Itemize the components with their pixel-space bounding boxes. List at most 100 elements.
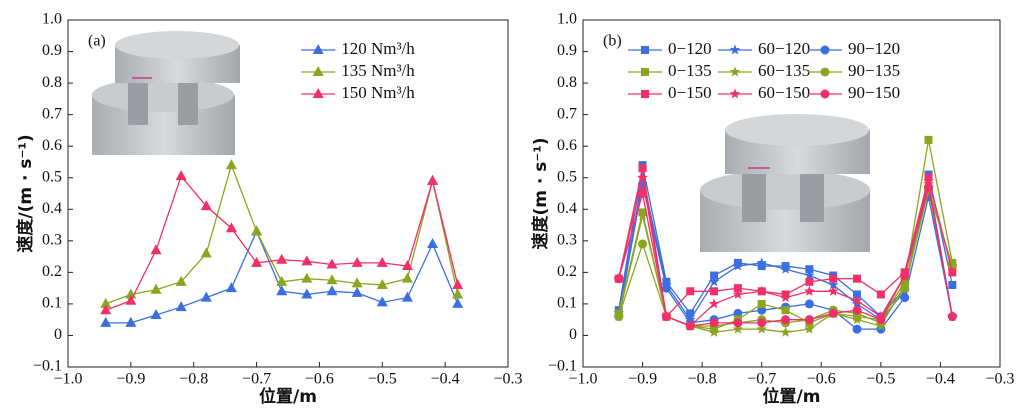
marker [948,268,956,276]
marker [313,66,324,76]
y-tick-label: 0 [569,326,577,343]
x-tick-label: −0.3 [985,371,1014,388]
marker [710,318,719,327]
y-tick-label: 0.3 [42,231,62,248]
marker [686,321,695,330]
y-tick-label: 0.8 [557,74,577,91]
marker [686,287,694,295]
marker [402,273,413,283]
marker [853,275,861,283]
marker [925,136,933,144]
marker [662,312,671,321]
marker [226,282,237,292]
marker [758,300,766,308]
y-tick-label: 0.2 [42,263,62,280]
y-axis-title: 速度/(m · s⁻¹) [15,134,36,252]
marker [782,306,790,314]
x-tick-label: −0.4 [926,371,955,388]
x-tick-label: −0.7 [242,371,271,388]
legend-label: 90−150 [848,83,900,102]
marker [641,90,649,98]
x-tick-label: −1.0 [53,371,82,388]
y-tick-label: 0.1 [42,295,62,312]
marker [733,318,742,327]
marker [402,292,413,302]
marker [805,278,813,286]
marker [226,159,237,169]
marker [821,90,830,99]
legend-label: 120 Nm³/h [341,39,415,58]
y-tick-label: 0.6 [42,137,62,154]
marker [641,68,649,76]
marker [276,285,287,295]
marker [377,257,388,267]
marker [313,88,324,98]
legend-label: 60−150 [758,83,810,102]
marker [829,275,837,283]
marker [876,315,885,324]
marker [662,284,671,293]
marker [900,271,909,280]
marker [641,46,649,54]
y-tick-label: 0.4 [42,200,62,217]
marker [427,238,438,248]
marker [821,68,830,77]
legend-label: 90−135 [848,61,900,80]
marker [452,298,463,308]
marker [730,67,740,77]
marker [639,164,647,172]
inset-model [700,114,870,252]
marker [452,279,463,289]
panel-label: (a) [88,33,106,50]
y-tick-label: 0.9 [42,42,62,59]
legend-label: 60−135 [758,61,810,80]
x-tick-label: −0.5 [368,371,397,388]
legend-label: 0−120 [668,39,712,58]
y-tick-label: 0.6 [557,137,577,154]
marker [638,189,647,198]
marker [805,299,814,308]
marker [327,285,338,295]
marker [276,254,287,264]
marker [900,293,909,302]
panel-label: (b) [603,33,622,50]
y-tick-label: 1.0 [42,11,62,28]
marker [948,281,956,289]
inset-model [92,31,240,155]
y-tick-label: 0.3 [557,231,577,248]
x-tick-label: −0.8 [688,371,717,388]
marker [821,46,830,55]
x-tick-label: −0.4 [431,371,460,388]
marker [804,286,814,296]
legend-label: 0−150 [668,83,712,102]
marker [853,325,862,334]
marker [730,45,740,55]
marker [781,315,790,324]
y-tick-label: 0.7 [557,105,577,122]
x-axis-title: 位置/m [259,386,317,407]
marker [251,225,262,235]
y-tick-label: 0.9 [557,42,577,59]
marker [313,44,324,54]
y-tick-label: 0.1 [557,295,577,312]
marker [327,274,338,284]
marker [301,273,312,283]
legend-label: 90−120 [848,39,900,58]
y-axis-title: 速度(m · s⁻¹) [530,137,551,249]
marker [201,247,212,257]
marker [301,255,312,265]
marker [757,318,766,327]
marker [352,257,363,267]
y-tick-label: 0.2 [557,263,577,280]
x-tick-label: −0.3 [493,371,522,388]
x-axis-title: 位置/m [763,386,821,407]
marker [100,317,111,327]
marker [805,315,814,324]
marker [226,222,237,232]
y-tick-label: 0.7 [42,105,62,122]
marker [614,312,623,321]
x-tick-label: −0.6 [305,371,334,388]
marker [877,290,885,298]
marker [829,309,838,318]
x-tick-label: −0.5 [866,371,895,388]
